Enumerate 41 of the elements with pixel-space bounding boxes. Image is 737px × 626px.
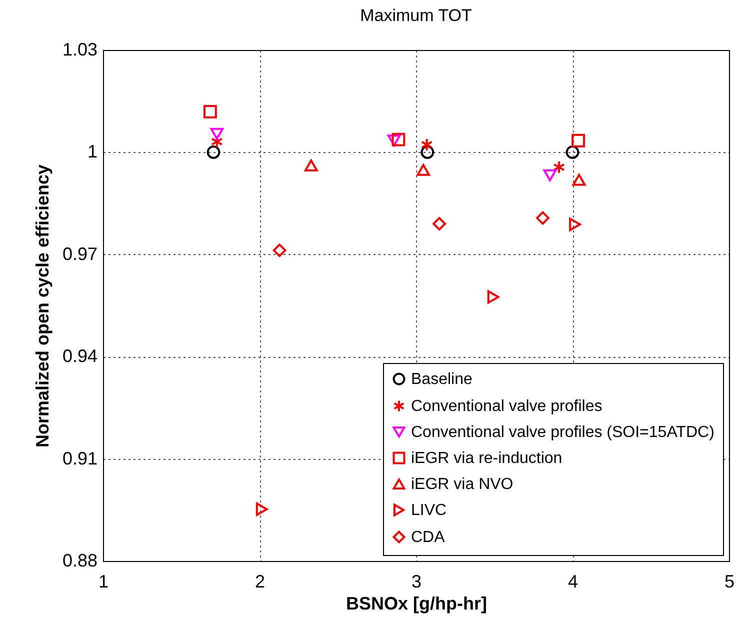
point: [536, 211, 550, 225]
x-axis-title: BSNOx [g/hp-hr]: [346, 594, 487, 614]
chart-title: Maximum TOT: [360, 6, 472, 25]
point: [256, 502, 268, 516]
point: [572, 174, 586, 186]
point: [206, 146, 220, 159]
x-tick-label: 3: [411, 572, 422, 592]
point: [210, 134, 223, 148]
point: [304, 160, 318, 172]
legend-label: Conventional valve profiles: [411, 398, 602, 415]
point: [432, 217, 446, 230]
point: [420, 138, 433, 152]
legend-label: LIVC: [411, 502, 447, 519]
point: [416, 164, 430, 176]
point: [569, 218, 581, 232]
y-axis-title: Normalized open cycle efficiency: [32, 164, 52, 448]
y-tick-label: 0.88: [62, 550, 98, 570]
x-tick-label: 2: [254, 572, 266, 592]
legend-label: iEGR via re-induction: [411, 450, 562, 467]
point: [566, 146, 580, 159]
x-tick-label: 4: [568, 572, 578, 592]
legend-label: iEGR via NVO: [411, 476, 514, 493]
point: [204, 104, 217, 118]
point: [387, 134, 401, 147]
y-tick-label: 1: [87, 142, 98, 162]
point: [553, 160, 565, 174]
legend-label: Baseline: [411, 371, 472, 388]
point: [543, 169, 557, 182]
y-tick-label: 0.97: [62, 244, 98, 264]
y-tick-label: 1.03: [62, 40, 98, 60]
legend-label: Conventional valve profiles (SOI=15ATDC): [411, 424, 714, 441]
point: [210, 128, 224, 140]
point: [420, 146, 434, 159]
point: [572, 134, 585, 148]
y-tick-label: 0.94: [62, 346, 98, 366]
point: [487, 290, 500, 304]
point: [392, 132, 406, 146]
point: [272, 244, 286, 258]
y-tick-label: 0.91: [62, 448, 98, 468]
legend-label: CDA: [411, 529, 446, 546]
x-tick-label: 5: [724, 572, 735, 592]
